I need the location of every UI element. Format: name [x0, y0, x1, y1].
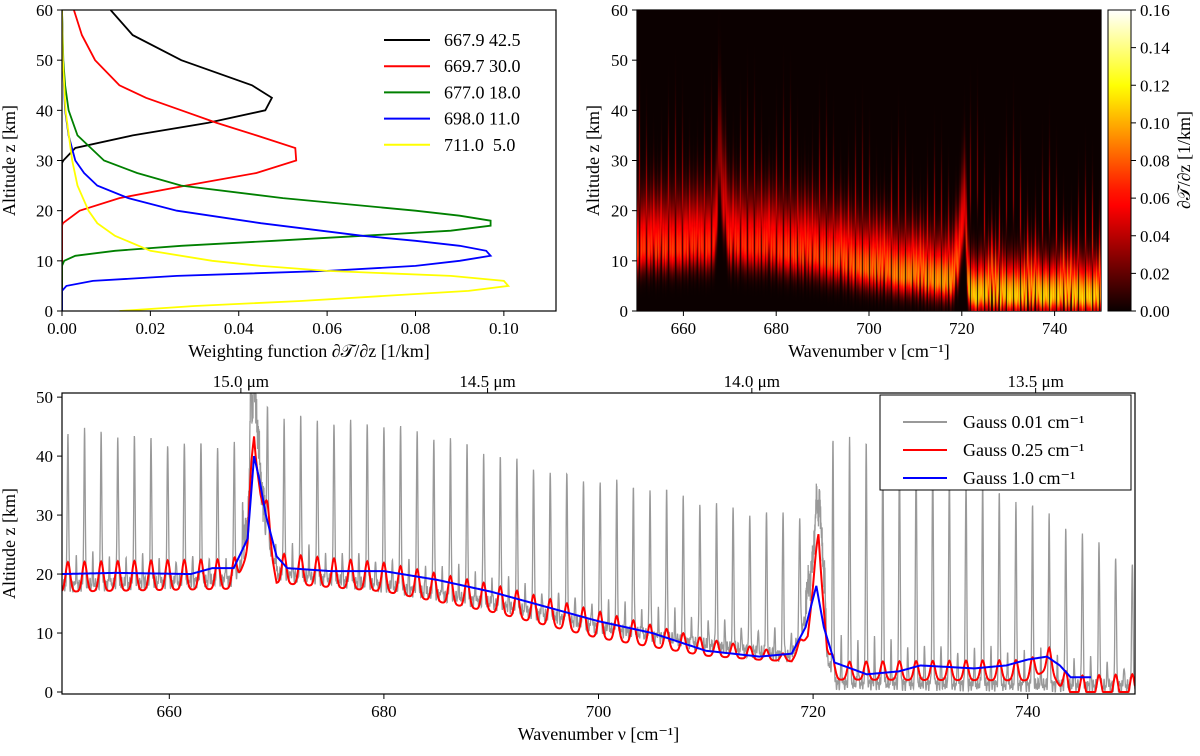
x-tick-label: 740: [1015, 702, 1041, 721]
x-tick-label: 0.06: [312, 319, 342, 338]
colorbar-label: ∂𝒯/∂z [1/km]: [1174, 111, 1194, 209]
series-line-gauss-0.25: [62, 436, 1135, 693]
colorbar-tick-label: 0.10: [1140, 114, 1170, 133]
x-tick-label: 680: [371, 702, 397, 721]
y-tick-label: 50: [36, 51, 53, 70]
spectrum-series-group: [62, 393, 1135, 693]
x-tick-label: 740: [1042, 319, 1068, 338]
y-tick-label: 10: [36, 624, 53, 643]
x-tick-label: 700: [856, 319, 882, 338]
y-tick-label: 30: [36, 506, 53, 525]
legend: Gauss 0.01 cm⁻¹ Gauss 0.25 cm⁻¹ Gauss 1.0 …: [879, 394, 1132, 491]
colorbar-tick-label: 0.14: [1140, 39, 1170, 58]
x-tick-label: 660: [157, 702, 183, 721]
legend: 667.9 42.5 669.7 30.0 677.0 18.0 698.0 11.0…: [384, 30, 521, 155]
legend-box: [879, 394, 1132, 491]
colorbar: [1107, 9, 1132, 312]
colorbar-tick-label: 0.02: [1140, 264, 1170, 283]
x-tick-label: 680: [763, 319, 789, 338]
x-tick-label: 0.08: [401, 319, 431, 338]
series-line-667.9: [62, 10, 274, 311]
x-axis-label: Wavenumber ν [cm⁻¹]: [518, 724, 680, 744]
x-tick-label: 0.02: [135, 319, 165, 338]
y-tick-label: 40: [36, 447, 53, 466]
legend-label: Gauss 0.01 cm⁻¹: [963, 412, 1084, 432]
y-tick-label: 0: [45, 302, 54, 321]
weighting-series-group: [62, 10, 511, 311]
legend-label: 667.9 42.5: [444, 30, 521, 50]
colorbar-tick-label: 0.00: [1140, 302, 1170, 321]
y-tick-label: 0: [45, 683, 54, 702]
y-axis-label: Altitude z [km]: [583, 105, 603, 216]
y-tick-label: 40: [36, 101, 53, 120]
colorbar-tick-label: 0.06: [1140, 189, 1170, 208]
x-tick-label: 720: [800, 702, 826, 721]
series-line-677.0: [62, 10, 492, 311]
series-line-711.0: [62, 10, 511, 311]
legend-label: 711.0 5.0: [444, 135, 515, 155]
colorbar-tick-label: 0.08: [1140, 152, 1170, 171]
x-tick-label: 0.00: [47, 319, 77, 338]
secondary-x-tick-label: 15.0 μm: [213, 372, 269, 391]
y-tick-label: 40: [611, 101, 628, 120]
x-tick-label: 700: [586, 702, 612, 721]
y-tick-label: 20: [36, 565, 53, 584]
secondary-x-tick-label: 14.5 μm: [459, 372, 515, 391]
legend-label: Gauss 1.0 cm⁻¹: [963, 468, 1075, 488]
x-axis-label: Wavenumber ν [cm⁻¹]: [788, 341, 950, 361]
legend-label: 677.0 18.0: [444, 82, 521, 102]
weighting-function-axes: 0.00 0.02 0.04 0.06 0.08 0.10 0 10 20 30 40 50 60 Wei…: [0, 1, 519, 361]
y-tick-label: 60: [36, 1, 53, 20]
secondary-x-tick-label: 13.5 μm: [1007, 372, 1063, 391]
colorbar-tick-label: 0.12: [1140, 76, 1170, 95]
series-line-698.0: [62, 10, 493, 311]
y-tick-label: 10: [36, 252, 53, 271]
y-axis-label: Altitude z [km]: [0, 488, 19, 599]
y-tick-label: 50: [611, 51, 628, 70]
y-tick-label: 30: [611, 152, 628, 171]
x-axis-label: Weighting function ∂𝒯/∂z [1/km]: [188, 341, 430, 361]
secondary-x-tick-label: 14.0 μm: [724, 372, 780, 391]
series-line-669.7: [62, 10, 298, 311]
colorbar-tick-label: 0.04: [1140, 227, 1170, 246]
x-tick-label: 660: [671, 319, 697, 338]
series-line-gauss-1.0: [62, 455, 1092, 679]
y-tick-label: 0: [620, 302, 629, 321]
y-tick-label: 10: [611, 252, 628, 271]
x-tick-label: 0.10: [489, 319, 519, 338]
y-tick-label: 30: [36, 152, 53, 171]
x-tick-label: 720: [949, 319, 975, 338]
spectrum-frame: [61, 392, 1136, 695]
spectrum-axes: 660 680 700 720 740 0 10 20 30 40 50 Wavenumber ν […: [0, 388, 1040, 744]
y-axis-label: Altitude z [km]: [0, 105, 19, 216]
y-tick-label: 20: [36, 202, 53, 221]
legend-label: 669.7 30.0: [444, 56, 521, 76]
x-tick-label: 0.04: [224, 319, 254, 338]
y-tick-label: 50: [36, 388, 53, 407]
colorbar-tick-label: 0.16: [1140, 1, 1170, 20]
weighting-function-frame: [61, 9, 557, 312]
heatmap-image: [637, 10, 1101, 311]
heatmap-axes: 660 680 700 720 740 0 10 20 30 40 50 60 Wavenumber ν…: [583, 1, 1067, 361]
legend-label: 698.0 11.0: [444, 109, 520, 129]
legend-label: Gauss 0.25 cm⁻¹: [963, 440, 1084, 460]
y-tick-label: 20: [611, 202, 628, 221]
y-tick-label: 60: [611, 1, 628, 20]
